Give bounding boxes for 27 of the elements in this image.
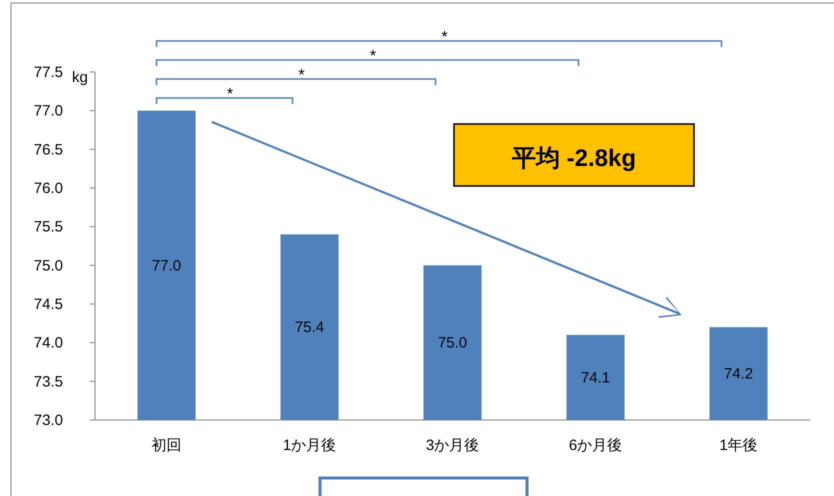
data-label: 74.1 — [580, 369, 610, 386]
text: * — [370, 48, 376, 65]
data-label: 77.0 — [152, 257, 182, 274]
x-tick-label: 1年後 — [719, 437, 758, 454]
y-tick-label: 75.0 — [34, 257, 63, 274]
y-tick-label: 76.0 — [34, 180, 63, 197]
y-axis-title: kg — [72, 69, 88, 86]
y-tick-label: 77.0 — [34, 102, 63, 120]
note-box: 平均 -2.8kg — [453, 123, 695, 187]
y-tick-label: 76.5 — [34, 141, 63, 158]
data-label: 74.2 — [724, 366, 754, 383]
annotation: * — [226, 86, 234, 103]
annotation: 平均 -2.8kg — [510, 145, 636, 172]
y-tick-label: 74.5 — [34, 296, 63, 313]
y-tick-label: 73.5 — [34, 373, 63, 390]
y-tick-label: 75.5 — [34, 218, 63, 236]
annotation: * — [298, 67, 305, 84]
x-tick-label: 6か月後 — [568, 437, 622, 454]
y-tick-label: 77.5 — [34, 64, 63, 81]
y-tick-label: 74.0 — [34, 334, 63, 352]
text: * — [441, 29, 448, 46]
y-tick-label: 73.0 — [34, 412, 63, 429]
x-tick-label: 1か月後 — [282, 437, 336, 454]
x-tick-label: 3か月後 — [426, 437, 480, 454]
x-tick-label: 初回 — [152, 437, 182, 454]
data-label: 75.4 — [294, 319, 324, 336]
data-label: 75.0 — [438, 334, 468, 352]
